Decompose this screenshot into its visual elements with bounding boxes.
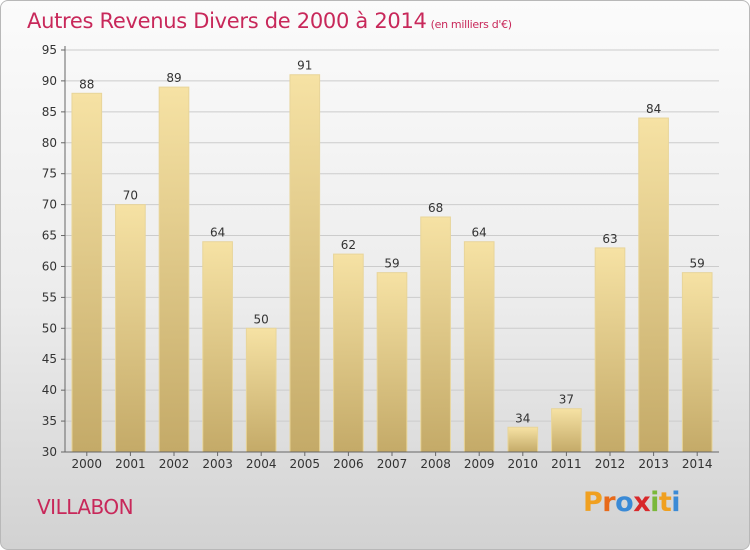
value-label: 88: [79, 77, 94, 91]
x-tick-label: 2007: [377, 457, 408, 471]
bar-2014: [681, 272, 713, 453]
bar-2011: [551, 408, 582, 453]
value-label: 59: [384, 257, 399, 271]
y-tick-label: 65: [42, 229, 57, 243]
value-label: 37: [559, 393, 574, 407]
value-label: 62: [341, 238, 356, 252]
chart-title-text: Autres Revenus Divers de 2000 à 2014: [27, 9, 427, 33]
y-tick-label: 60: [42, 259, 57, 273]
bar-2009: [463, 241, 495, 453]
x-tick-label: 2013: [638, 457, 669, 471]
value-label: 89: [166, 71, 181, 85]
logo-letter: t: [658, 487, 672, 518]
x-tick-label: 2004: [246, 457, 277, 471]
x-tick-label: 2014: [682, 457, 713, 471]
bar-2000: [71, 92, 103, 453]
logo-letter: P: [583, 487, 603, 518]
logo-letter: o: [615, 487, 634, 518]
value-label: 34: [515, 411, 530, 425]
x-tick-label: 2008: [420, 457, 451, 471]
x-tick-label: 2006: [333, 457, 364, 471]
x-tick-label: 2010: [508, 457, 539, 471]
y-tick-label: 75: [42, 167, 57, 181]
bar-2003: [202, 241, 233, 453]
bar-2008: [420, 216, 451, 453]
value-label: 64: [210, 226, 225, 240]
y-tick-label: 45: [42, 352, 57, 366]
bar-2013: [638, 117, 669, 453]
y-tick-label: 85: [42, 105, 57, 119]
x-tick-label: 2001: [115, 457, 146, 471]
bar-2005: [289, 74, 321, 453]
logo-letter: i: [671, 487, 681, 518]
y-tick-label: 50: [42, 321, 57, 335]
value-label: 59: [690, 257, 705, 271]
x-tick-label: 2009: [464, 457, 495, 471]
value-label: 50: [254, 312, 269, 326]
x-tick-label: 2005: [290, 457, 321, 471]
bar-2006: [333, 253, 364, 453]
town-name: VILLABON: [37, 495, 134, 519]
bar-2002: [158, 86, 190, 453]
value-label: 70: [123, 189, 138, 203]
value-label: 84: [646, 102, 661, 116]
proxiti-logo[interactable]: Proxiti: [583, 487, 681, 518]
y-tick-label: 40: [42, 383, 57, 397]
y-tick-label: 80: [42, 136, 57, 150]
value-label: 63: [602, 232, 617, 246]
y-tick-label: 90: [42, 74, 57, 88]
bar-2007: [376, 272, 408, 453]
logo-letter: x: [633, 487, 651, 518]
x-tick-label: 2011: [551, 457, 582, 471]
logo-letter: r: [602, 487, 616, 518]
value-label: 68: [428, 201, 443, 215]
y-tick-label: 95: [42, 43, 57, 57]
x-tick-label: 2003: [202, 457, 233, 471]
chart-subtitle: (en milliers d'€): [430, 18, 512, 31]
logo-letter: i: [650, 487, 659, 518]
bar-2012: [594, 247, 626, 453]
chart-title: Autres Revenus Divers de 2000 à 2014 (en …: [27, 9, 512, 33]
bar-2004: [245, 327, 277, 453]
y-tick-label: 55: [42, 290, 57, 304]
y-tick-label: 30: [42, 445, 57, 459]
x-tick-label: 2000: [72, 457, 103, 471]
x-tick-label: 2012: [595, 457, 626, 471]
y-tick-label: 35: [42, 414, 57, 428]
value-label: 64: [472, 226, 487, 240]
y-tick-label: 70: [42, 198, 57, 212]
value-label: 91: [297, 59, 312, 73]
x-tick-label: 2002: [159, 457, 190, 471]
bar-2001: [115, 204, 146, 453]
bar-2010: [507, 426, 539, 453]
